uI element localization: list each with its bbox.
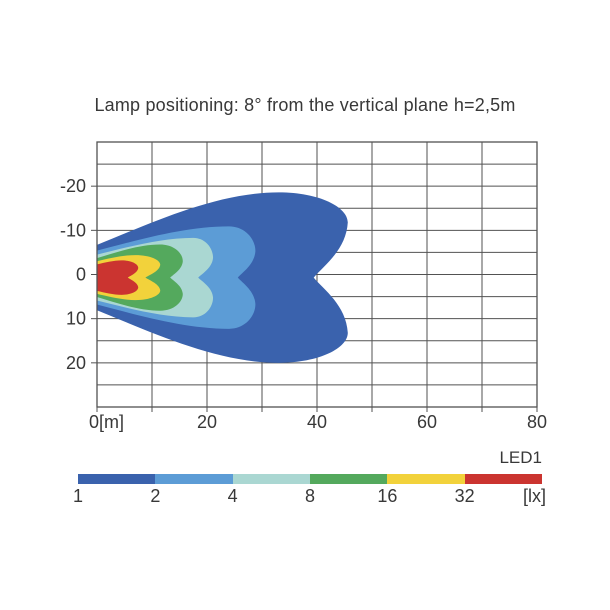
colorbar-segment-16lx xyxy=(387,474,465,484)
x-axis-tick-label: 0[m] xyxy=(89,412,124,432)
x-axis-tick-label: 40 xyxy=(307,412,327,432)
legend-tick-label: 4 xyxy=(227,486,238,506)
legend-tick-label: 1 xyxy=(72,486,83,506)
legend-tick-label: 2 xyxy=(150,486,161,506)
legend-colorbar xyxy=(78,474,542,484)
y-axis-tick-label: 10 xyxy=(66,309,86,329)
legend-tick-label: 8 xyxy=(304,486,315,506)
x-axis-tick-label: 80 xyxy=(527,412,547,432)
legend-tick-label: 32 xyxy=(454,486,475,506)
legend-tick-label: 16 xyxy=(377,486,398,506)
y-axis-tick-label: -20 xyxy=(60,176,86,196)
x-axis-tick-label: 20 xyxy=(197,412,217,432)
legend-unit-label: [lx] xyxy=(522,486,546,506)
contour-region-32lx xyxy=(97,260,139,295)
x-axis-tick-label: 60 xyxy=(417,412,437,432)
legend-series-label: LED1 xyxy=(499,448,542,467)
y-axis-tick-label: -10 xyxy=(60,220,86,240)
colorbar-segment-4lx xyxy=(232,474,310,484)
colorbar-segment-32lx xyxy=(464,474,542,484)
y-axis-tick-label: 0 xyxy=(76,265,86,285)
colorbar-segment-2lx xyxy=(155,474,233,484)
chart-title: Lamp positioning: 8° from the vertical p… xyxy=(94,95,516,115)
colorbar-segment-8lx xyxy=(309,474,388,484)
colorbar-segment-1lx xyxy=(78,474,156,484)
y-axis-tick-label: 20 xyxy=(66,353,86,373)
